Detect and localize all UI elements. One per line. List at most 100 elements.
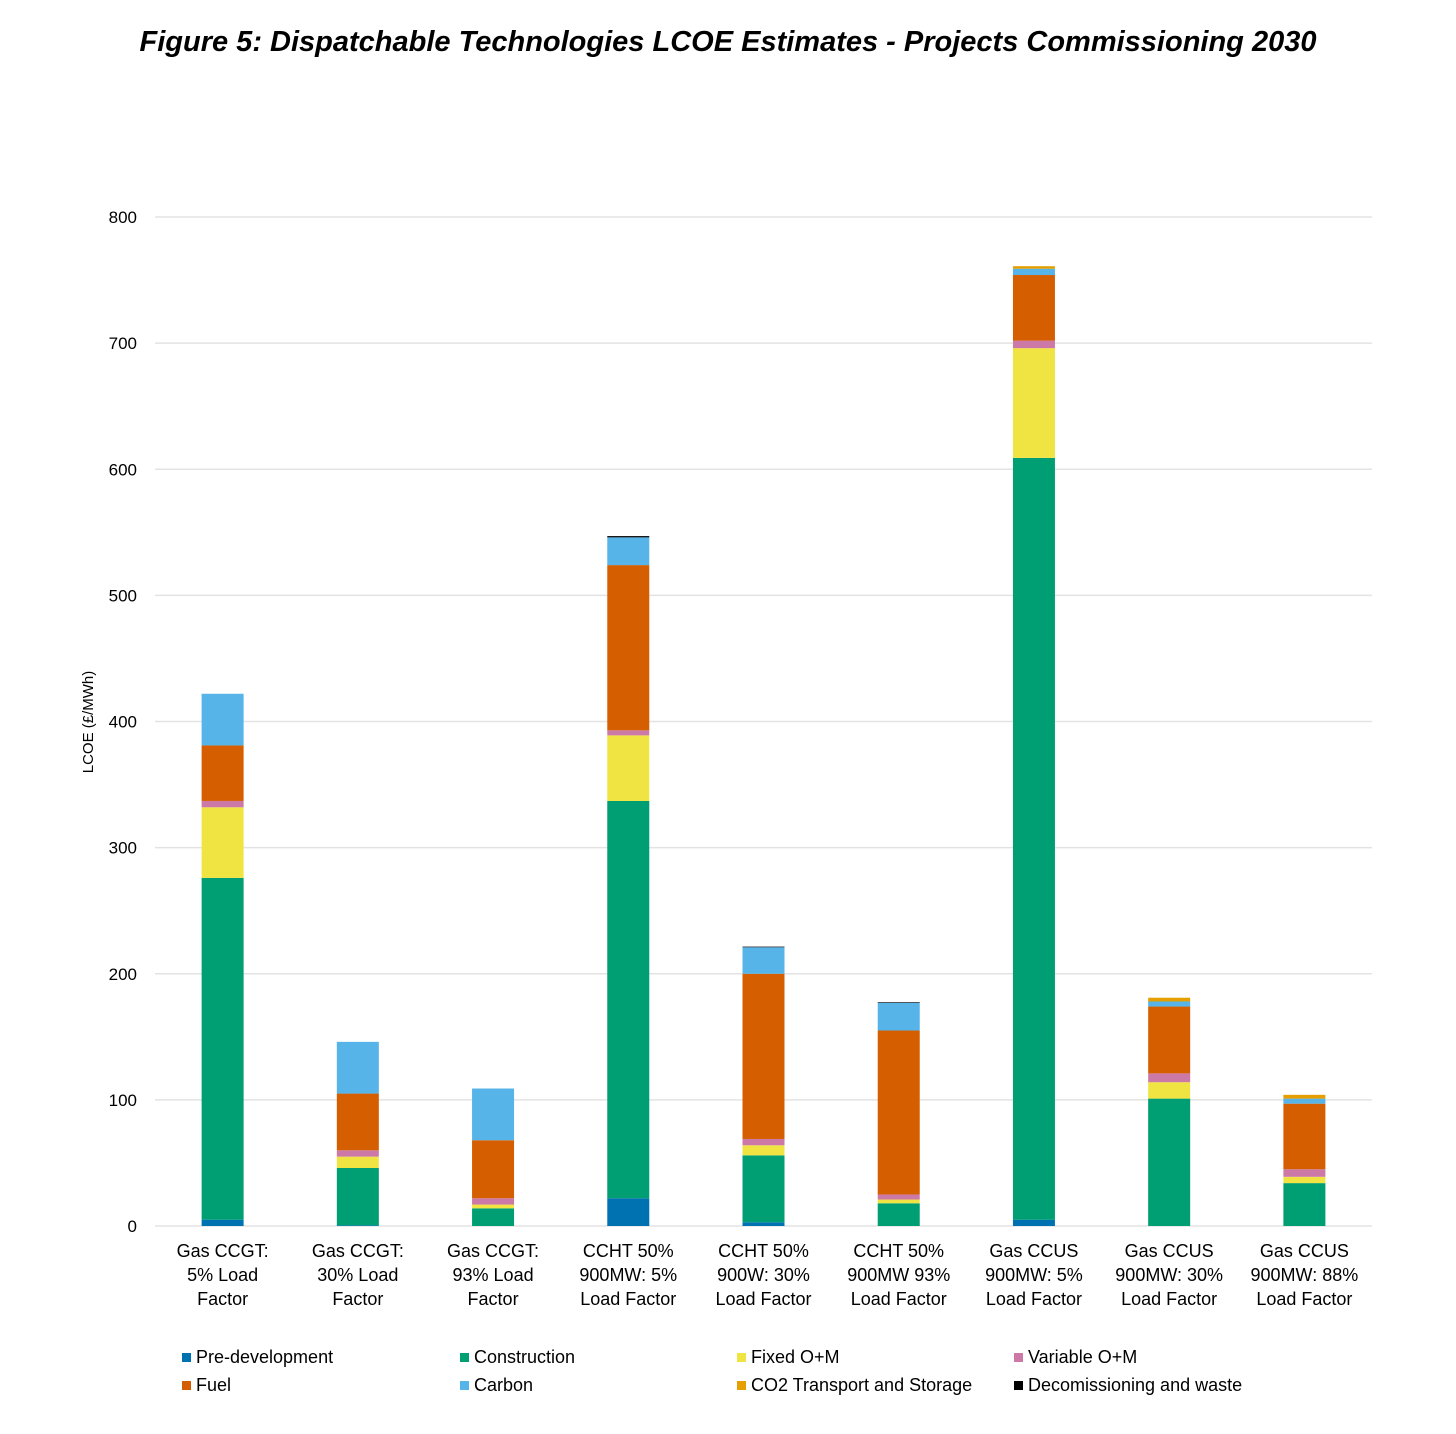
bar-segment <box>472 1088 515 1141</box>
x-tick-label: 30% Load <box>317 1265 398 1285</box>
x-tick-label: Factor <box>197 1289 248 1309</box>
bar-segment <box>877 1199 920 1204</box>
bar-segment <box>201 807 244 878</box>
y-tick-label: 600 <box>109 460 137 479</box>
bar-segment <box>877 1030 920 1195</box>
y-tick-label: 0 <box>128 1217 137 1236</box>
bar-segment <box>1012 340 1055 349</box>
bar-segment <box>336 1156 379 1168</box>
x-tick-label: Load Factor <box>715 1289 811 1309</box>
x-tick-label: Gas CCGT: <box>312 1241 404 1261</box>
bar-segment <box>1283 1103 1326 1170</box>
legend-swatch <box>460 1353 469 1362</box>
bar-segment <box>336 1225 379 1226</box>
bar-segment <box>1283 1176 1326 1184</box>
bar-segment <box>1283 1183 1326 1226</box>
bar-segment <box>1012 268 1055 276</box>
x-tick-label: Load Factor <box>580 1289 676 1309</box>
x-tick-label: CCHT 50% <box>853 1241 944 1261</box>
bar-segment <box>877 1002 920 1003</box>
x-tick-label: 93% Load <box>453 1265 534 1285</box>
legend-label: Decomissioning and waste <box>1028 1375 1242 1395</box>
bar-segment <box>1148 1073 1191 1083</box>
bar-segment <box>1283 1169 1326 1177</box>
x-tick-label: Gas CCUS <box>1260 1241 1349 1261</box>
bar-segment <box>877 1002 920 1031</box>
bar-segment <box>607 537 650 566</box>
bar-segment <box>607 536 650 538</box>
legend-label: Fixed O+M <box>751 1347 840 1367</box>
x-tick-label: 900MW: 88% <box>1251 1265 1359 1285</box>
bar-segment <box>1012 1219 1055 1226</box>
y-axis-label: LCOE (£/MWh) <box>80 671 97 774</box>
bar-segment <box>742 1222 785 1226</box>
bar-segment <box>1283 1094 1326 1099</box>
bar-segment <box>742 1138 785 1146</box>
bar-segment <box>742 946 785 948</box>
y-tick-label: 700 <box>109 334 137 353</box>
x-tick-label: Gas CCGT: <box>177 1241 269 1261</box>
bar-segment <box>877 1194 920 1200</box>
bar-segment <box>742 947 785 974</box>
bar-segment <box>1148 1098 1191 1226</box>
x-tick-label: 5% Load <box>187 1265 258 1285</box>
legend-label: CO2 Transport and Storage <box>751 1375 972 1395</box>
legend-swatch <box>460 1381 469 1390</box>
legend-swatch <box>1014 1381 1023 1390</box>
x-tick-label: 900W: 30% <box>717 1265 810 1285</box>
x-tick-label: 900MW: 5% <box>985 1265 1083 1285</box>
x-tick-label: CCHT 50% <box>718 1241 809 1261</box>
bar-segment <box>607 735 650 801</box>
legend-swatch <box>1014 1353 1023 1362</box>
bar-segment <box>1012 275 1055 341</box>
legend-label: Fuel <box>196 1375 231 1395</box>
bar-segment <box>607 800 650 1199</box>
legend-swatch <box>737 1353 746 1362</box>
legend-label: Pre-development <box>196 1347 333 1367</box>
y-tick-label: 200 <box>109 965 137 984</box>
x-tick-label: Gas CCGT: <box>447 1241 539 1261</box>
bar-segment <box>201 1219 244 1226</box>
bar-segment <box>472 1208 515 1226</box>
bar-segment <box>336 1093 379 1151</box>
y-tick-label: 400 <box>109 713 137 732</box>
legend-label: Variable O+M <box>1028 1347 1137 1367</box>
bar-segment <box>607 565 650 731</box>
legend-swatch <box>182 1381 191 1390</box>
x-tick-label: CCHT 50% <box>583 1241 674 1261</box>
legend-label: Carbon <box>474 1375 533 1395</box>
y-tick-label: 300 <box>109 839 137 858</box>
x-tick-label: 900MW: 5% <box>579 1265 677 1285</box>
x-tick-label: Factor <box>468 1289 519 1309</box>
bar-segment <box>742 1145 785 1156</box>
legend-swatch <box>737 1381 746 1390</box>
bar-segment <box>1148 1082 1191 1099</box>
bar-segment <box>1012 266 1055 269</box>
bar-segment <box>472 1198 515 1205</box>
bar-segment <box>1148 997 1191 1002</box>
bar-segment <box>472 1140 515 1199</box>
bar-segment <box>201 745 244 801</box>
bar-segment <box>1283 1098 1326 1104</box>
x-tick-label: Gas CCUS <box>989 1241 1078 1261</box>
y-tick-label: 800 <box>109 208 137 227</box>
x-tick-label: Load Factor <box>986 1289 1082 1309</box>
bar-segment <box>742 973 785 1139</box>
bar-segment <box>336 1041 379 1094</box>
bar-segment <box>336 1150 379 1157</box>
bar-segment <box>1012 457 1055 1220</box>
x-tick-label: 900MW: 30% <box>1115 1265 1223 1285</box>
legend-label: Construction <box>474 1347 575 1367</box>
x-tick-label: Load Factor <box>851 1289 947 1309</box>
y-tick-label: 500 <box>109 586 137 605</box>
bar-segment <box>1012 348 1055 458</box>
bar-segment <box>336 1167 379 1226</box>
x-tick-label: Load Factor <box>1256 1289 1352 1309</box>
bar-segment <box>742 1155 785 1223</box>
bar-segment <box>607 730 650 736</box>
bar-segment <box>201 693 244 746</box>
bar-segment <box>607 1198 650 1226</box>
bar-segment <box>877 1203 920 1226</box>
